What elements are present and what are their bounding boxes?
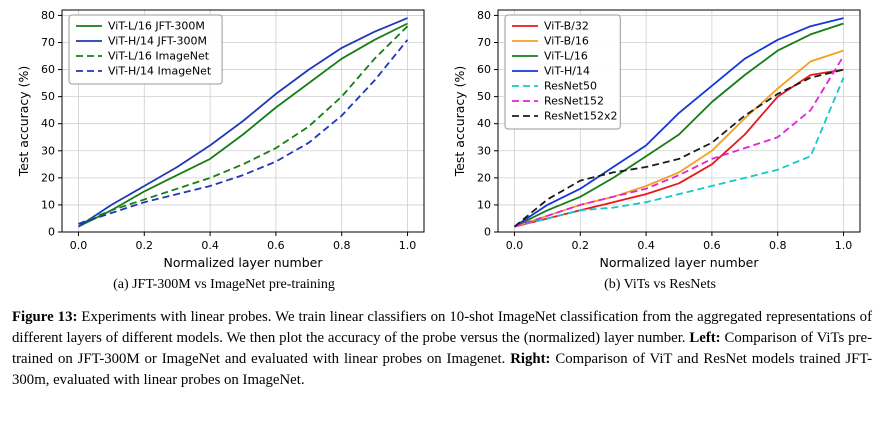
series-line	[78, 25, 409, 225]
legend-label: ViT-B/32	[544, 20, 589, 33]
series-line	[514, 55, 845, 228]
legend-label: ViT-H/14 JFT-300M	[108, 35, 207, 48]
y-tick-label: 80	[477, 9, 491, 22]
y-axis-label: Test accuracy (%)	[452, 66, 467, 178]
y-tick-label: 30	[41, 144, 55, 157]
x-tick-label: 0.8	[333, 239, 351, 252]
caption-bold-segment: Figure 13:	[12, 309, 78, 325]
x-tick-label: 0.6	[267, 239, 285, 252]
legend-label: ViT-H/14	[544, 65, 590, 78]
x-tick-label: 0.0	[70, 239, 88, 252]
x-tick-label: 1.0	[835, 239, 853, 252]
plot-frame	[497, 9, 861, 233]
legend: ViT-L/16 JFT-300M ViT-H/14 JFT-300M ViT-L/…	[68, 14, 223, 85]
y-tick-label: 20	[41, 171, 55, 184]
caption-text-segment: Experiments with linear probes. We train…	[12, 309, 872, 346]
y-tick-label: 10	[41, 198, 55, 211]
legend-label: ViT-B/16	[544, 35, 589, 48]
y-tick-label: 40	[477, 117, 491, 130]
chart-b-vits-vs-resnets: 0.0 0.2 0.4 0.6 0.8 1.0 0 10 20 30 40 50 60 70 80 Norma…	[452, 9, 861, 270]
y-tick-label: 0	[484, 226, 491, 239]
x-tick-label: 1.0	[399, 239, 417, 252]
series-line	[513, 68, 844, 228]
series-line	[78, 22, 408, 228]
caption-text-segment: Comparison of ViT and ResNet models trai…	[12, 351, 872, 388]
chart-a-linear-probe-jft-vs-imagenet: 0.0 0.2 0.4 0.6 0.8 1.0 0 10 20 30 40 50 60 70 80 Norma…	[16, 9, 425, 270]
x-tick-label: 0.0	[506, 239, 524, 252]
series-line	[514, 22, 844, 228]
series-line	[514, 17, 844, 228]
legend-box	[68, 14, 223, 85]
legend-label: ViT-H/14 ImageNet	[108, 65, 212, 78]
x-tick-label: 0.2	[136, 239, 154, 252]
series-line	[514, 77, 845, 228]
chart-b-subcaption: (b) ViTs vs ResNets	[604, 277, 716, 292]
legend-label: ResNet152	[544, 95, 604, 108]
legend-label: ViT-L/16 JFT-300M	[108, 20, 205, 33]
y-tick-label: 60	[41, 63, 55, 76]
legend-label: ResNet152x2	[544, 110, 617, 123]
figure-caption: Figure 13: Experiments with linear probe…	[10, 307, 874, 391]
legend-box	[504, 14, 621, 130]
chart-a-subcaption: (a) JFT-300M vs ImageNet pre-training	[113, 277, 335, 292]
caption-bold-segment: Left:	[689, 330, 721, 346]
plot-frame	[61, 9, 425, 233]
plot-area: 0.0 0.2 0.4 0.6 0.8 1.0 0 10 20 30 40 50 60 70 80 Norma…	[16, 9, 425, 270]
x-tick-label: 0.4	[201, 239, 219, 252]
x-tick-label: 0.6	[703, 239, 721, 252]
y-tick-label: 60	[477, 63, 491, 76]
y-tick-label: 30	[477, 144, 491, 157]
y-tick-label: 80	[41, 9, 55, 22]
x-tick-label: 0.4	[637, 239, 655, 252]
y-axis-label: Test accuracy (%)	[16, 66, 31, 178]
legend: ViT-B/32 ViT-B/16 ViT-L/16 ViT-H/14 ResNet50…	[504, 14, 621, 130]
series-line	[78, 39, 409, 225]
x-tick-label: 0.8	[769, 239, 787, 252]
x-axis-label: Normalized layer number	[600, 255, 760, 270]
caption-bold-segment: Right:	[510, 351, 551, 367]
caption-text-segment: Comparison of ViTs pre-trained on JFT-30…	[12, 330, 872, 367]
y-tick-label: 10	[477, 198, 491, 211]
series-line	[78, 17, 408, 228]
chart-b-block: 0.0 0.2 0.4 0.6 0.8 1.0 0 10 20 30 40 50 60 70 80 Norma…	[452, 4, 868, 294]
legend-label: ResNet50	[544, 80, 597, 93]
x-axis-label: Normalized layer number	[164, 255, 324, 270]
legend-label: ViT-L/16	[544, 50, 588, 63]
plot-area: 0.0 0.2 0.4 0.6 0.8 1.0 0 10 20 30 40 50 60 70 80 Norma…	[452, 9, 861, 270]
y-tick-label: 70	[41, 36, 55, 49]
y-tick-label: 40	[41, 117, 55, 130]
y-tick-label: 50	[477, 90, 491, 103]
y-tick-label: 50	[41, 90, 55, 103]
x-tick-label: 0.2	[572, 239, 590, 252]
y-tick-label: 70	[477, 36, 491, 49]
legend-label: ViT-L/16 ImageNet	[108, 50, 210, 63]
charts-row: 0.0 0.2 0.4 0.6 0.8 1.0 0 10 20 30 40 50 60 70 80 Norma…	[10, 4, 874, 294]
y-tick-label: 20	[477, 171, 491, 184]
y-tick-label: 0	[48, 226, 55, 239]
chart-a-block: 0.0 0.2 0.4 0.6 0.8 1.0 0 10 20 30 40 50 60 70 80 Norma…	[16, 4, 432, 294]
